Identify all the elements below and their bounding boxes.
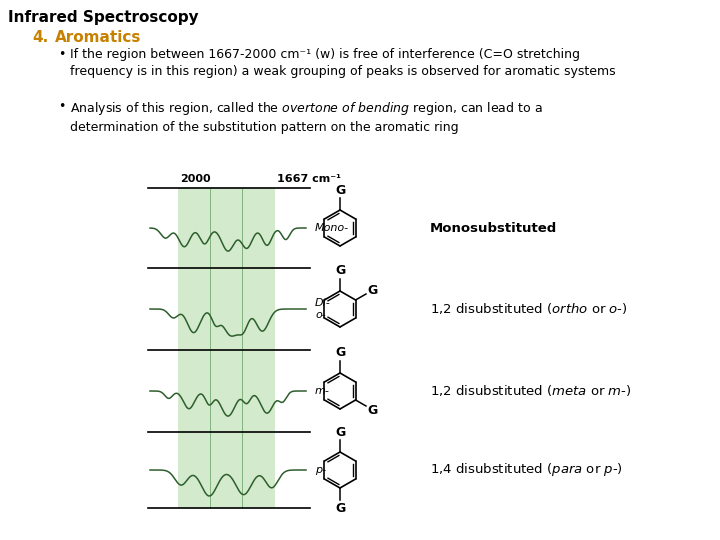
Text: G: G (335, 347, 345, 360)
Text: Aromatics: Aromatics (55, 30, 141, 45)
Text: •: • (58, 100, 66, 113)
Text: If the region between 1667-2000 cm⁻¹ (w) is free of interference (C=O stretching: If the region between 1667-2000 cm⁻¹ (w)… (70, 48, 616, 78)
Text: 1,4 disubstituted ($\it{para}$ or $\it{p}$-): 1,4 disubstituted ($\it{para}$ or $\it{p… (430, 462, 623, 478)
Text: 1,2 disubstituted ($\it{meta}$ or $\it{m}$-): 1,2 disubstituted ($\it{meta}$ or $\it{m… (430, 383, 631, 399)
Text: Mono-: Mono- (315, 223, 349, 233)
Text: 2000: 2000 (180, 174, 211, 184)
Text: Infrared Spectroscopy: Infrared Spectroscopy (8, 10, 199, 25)
Text: p-: p- (315, 465, 326, 475)
Text: Analysis of this region, called the $\it{overtone\ of\ bending}$ region, can lea: Analysis of this region, called the $\it… (70, 100, 543, 134)
Bar (178, 188, 275, 508)
Text: G: G (368, 284, 378, 296)
Text: Di-
o-: Di- o- (315, 298, 330, 320)
Text: G: G (335, 502, 345, 515)
Text: G: G (368, 403, 378, 416)
Text: m-: m- (315, 386, 330, 396)
Text: 1,2 disubstituted ($\it{ortho}$ or $\it{o}$-): 1,2 disubstituted ($\it{ortho}$ or $\it{… (430, 301, 628, 316)
Text: Monosubstituted: Monosubstituted (430, 221, 557, 234)
Text: 4.: 4. (32, 30, 48, 45)
Text: G: G (335, 265, 345, 278)
Text: •: • (58, 48, 66, 61)
Text: G: G (335, 184, 345, 197)
Text: 1667 cm⁻¹: 1667 cm⁻¹ (277, 174, 341, 184)
Text: G: G (335, 426, 345, 438)
